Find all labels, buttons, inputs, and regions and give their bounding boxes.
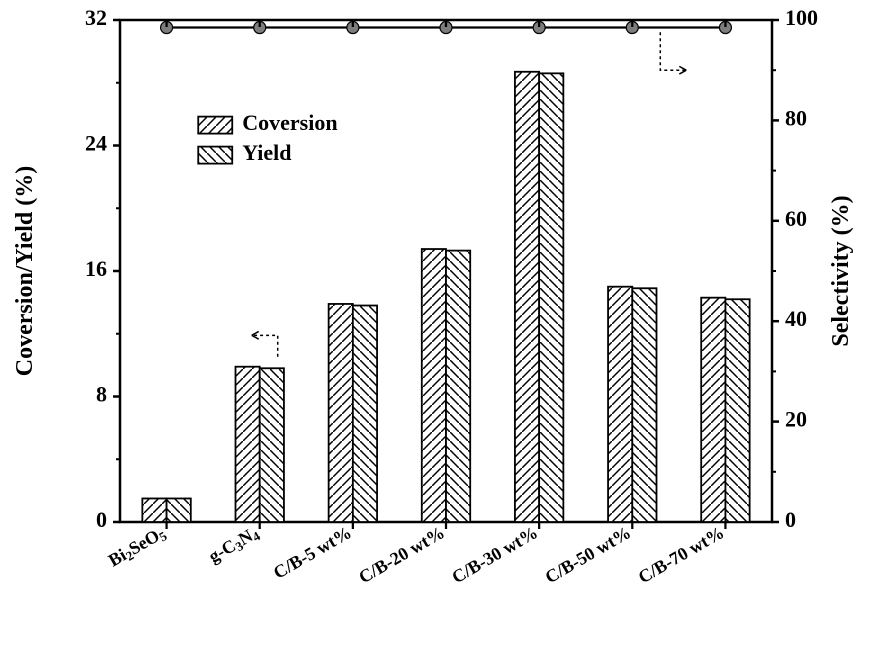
bar-yield bbox=[632, 288, 656, 522]
x-category-label: g-C3N4 bbox=[205, 522, 263, 569]
bar-coversion bbox=[701, 298, 725, 522]
left-axis-tick-label: 24 bbox=[85, 131, 107, 156]
x-category-label: C/B-20 wt% bbox=[355, 522, 448, 587]
chart-svg: 0 8 16 24 32 0 20 40 60 80 100 Coversion/Yield (%) S… bbox=[0, 0, 872, 666]
right-axis-tick-label: 100 bbox=[785, 5, 818, 30]
x-category-label: C/B-5 wt% bbox=[270, 522, 355, 583]
legend-label: Coversion bbox=[242, 110, 337, 135]
chart-container: 0 8 16 24 32 0 20 40 60 80 100 Coversion/Yield (%) S… bbox=[0, 0, 872, 666]
x-category-label: C/B-30 wt% bbox=[448, 522, 541, 587]
left-axis-tick-label: 16 bbox=[85, 256, 107, 281]
right-axis-tick-label: 80 bbox=[785, 105, 807, 130]
right-axis-tick-label: 40 bbox=[785, 306, 807, 331]
legend-label: Yield bbox=[242, 140, 291, 165]
right-axis-tick-label: 0 bbox=[785, 507, 796, 532]
left-axis-tick-label: 0 bbox=[96, 507, 107, 532]
x-category-label: C/B-50 wt% bbox=[542, 522, 635, 587]
left-axis-tick-label: 8 bbox=[96, 382, 107, 407]
bar-yield bbox=[353, 306, 377, 522]
left-axis-tick-label: 32 bbox=[85, 5, 107, 30]
x-category-label: Bi2SeO5 bbox=[105, 522, 170, 573]
bar-coversion bbox=[608, 287, 632, 522]
right-axis-tick-label: 20 bbox=[785, 407, 807, 432]
right-axis-tick-label: 60 bbox=[785, 206, 807, 231]
bar-yield bbox=[446, 251, 470, 522]
bar-coversion bbox=[515, 72, 539, 522]
x-category-label: C/B-70 wt% bbox=[635, 522, 728, 587]
bar-coversion bbox=[142, 498, 166, 522]
bar-coversion bbox=[329, 304, 353, 522]
bar-coversion bbox=[422, 249, 446, 522]
bar-yield bbox=[539, 73, 563, 522]
bar-yield bbox=[260, 368, 284, 522]
bar-yield bbox=[167, 498, 191, 522]
bar-yield bbox=[725, 299, 749, 522]
left-axis-label: Coversion/Yield (%) bbox=[12, 166, 38, 376]
bar-coversion bbox=[235, 367, 259, 522]
right-axis-label: Selectivity (%) bbox=[828, 195, 854, 346]
